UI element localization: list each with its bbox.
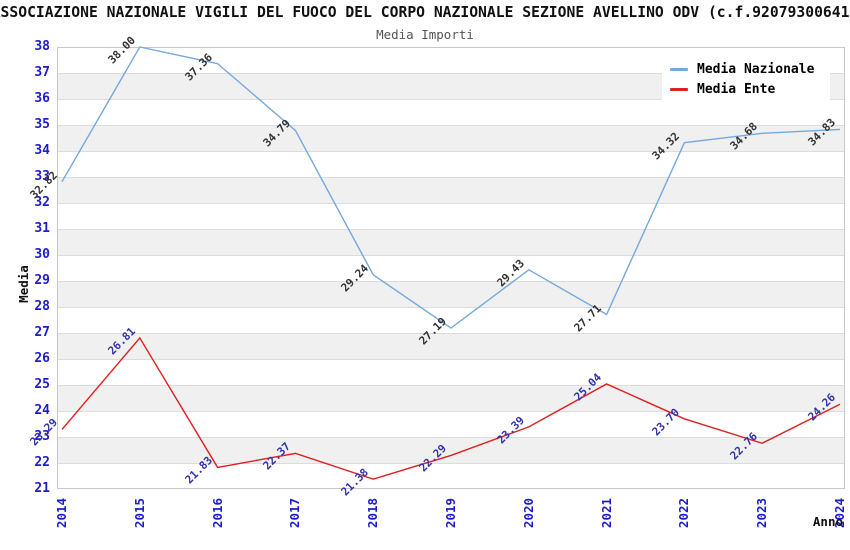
y-tick-label: 29: [34, 273, 50, 288]
chart-title: ASSOCIAZIONE NAZIONALE VIGILI DEL FUOCO …: [0, 4, 850, 21]
y-tick-label: 32: [34, 195, 50, 210]
y-axis-title: Media: [16, 265, 31, 303]
y-tick-label: 21: [34, 481, 50, 496]
y-tick-label: 33: [34, 169, 50, 184]
y-tick-label: 31: [34, 221, 50, 236]
chart-subtitle: Media Importi: [376, 27, 474, 42]
y-tick-label: 36: [34, 91, 50, 106]
x-tick-label: 2017: [287, 497, 303, 529]
y-tick-label: 22: [34, 455, 50, 470]
legend-item-media-ente: Media Ente: [670, 82, 822, 97]
x-tick-label: 2016: [209, 497, 225, 529]
y-tick-label: 35: [34, 117, 50, 132]
line-marker-icon: [670, 88, 688, 91]
legend-item-media-nazionale: Media Nazionale: [670, 62, 822, 77]
y-tick-label: 23: [34, 429, 50, 444]
x-tick-label: 2018: [365, 497, 381, 529]
legend-label-media-ente: Media Ente: [697, 82, 776, 97]
legend: Media Nazionale Media Ente: [662, 57, 830, 102]
y-tick-label: 28: [34, 299, 50, 314]
y-tick-label: 37: [34, 65, 50, 80]
x-tick-label: 2014: [54, 497, 69, 529]
x-tick-label: 2022: [676, 497, 692, 529]
y-tick-label: 38: [34, 39, 50, 54]
line-marker-icon: [670, 68, 688, 71]
x-tick-label: 2015: [131, 497, 147, 529]
y-tick-label: 27: [34, 325, 50, 340]
x-axis-title: Anno: [812, 514, 843, 529]
x-tick-label: 2021: [598, 497, 614, 529]
y-tick-label: 24: [34, 403, 50, 418]
x-tick-label: 2019: [443, 497, 458, 529]
y-tick-label: 26: [34, 351, 50, 366]
legend-label-media-nazionale: Media Nazionale: [697, 62, 815, 77]
plot-area: [57, 47, 845, 489]
x-tick-label: 2020: [520, 497, 536, 529]
y-tick-label: 30: [34, 247, 50, 262]
y-tick-label: 34: [34, 143, 50, 158]
x-tick-label: 2023: [754, 497, 770, 529]
y-tick-label: 25: [34, 377, 50, 392]
